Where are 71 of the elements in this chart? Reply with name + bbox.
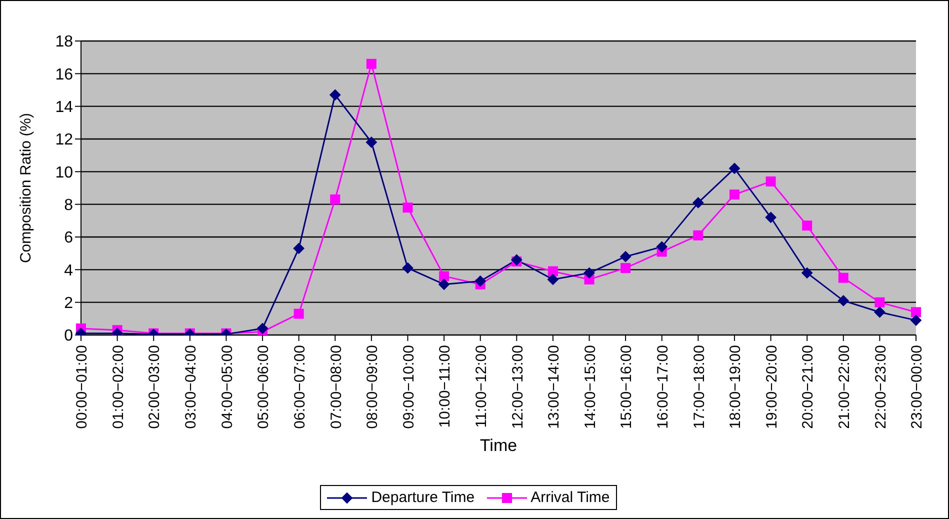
point: [547, 274, 558, 285]
x-tick-label: 11:00−12:00: [473, 345, 490, 428]
x-tick-label: 04:00−05:00: [218, 345, 236, 429]
point: [620, 263, 631, 274]
point: [474, 276, 486, 287]
point: [511, 254, 522, 266]
point: [257, 322, 268, 334]
point: [438, 278, 450, 290]
point: [802, 220, 812, 231]
point: [656, 241, 668, 252]
x-tick-label: 06:00−07:00: [291, 345, 308, 429]
y-tick-label: 8: [64, 197, 74, 214]
y-tick-label: 0: [64, 328, 74, 345]
point: [838, 295, 849, 306]
y-tick-label: 14: [55, 99, 74, 116]
y-axis-title: Composition Ratio (%): [17, 112, 34, 264]
point: [910, 314, 922, 326]
x-tick-label: 12:00−13:00: [509, 345, 526, 429]
point: [728, 162, 740, 174]
point: [692, 197, 704, 208]
point: [366, 136, 377, 148]
point: [584, 267, 595, 278]
y-tick-label: 4: [64, 262, 74, 280]
x-tick-label: 21:00−22:00: [836, 345, 854, 429]
x-tick-label: 08:00−09:00: [364, 345, 382, 429]
y-tick-label: 6: [64, 230, 74, 247]
y-tick-label: 12: [55, 132, 74, 149]
x-tick-label: 09:00−10:00: [400, 345, 418, 429]
point: [620, 251, 632, 262]
point: [874, 297, 885, 308]
x-tick-label: 20:00−21:00: [800, 345, 817, 429]
point: [402, 202, 413, 213]
point: [911, 307, 921, 318]
y-tick-label: 2: [64, 295, 74, 312]
x-tick-label: 19:00−20:00: [763, 345, 780, 429]
x-tick-label: 00:00−01:00: [74, 345, 91, 429]
x-tick-label: 10:00−11:00: [436, 345, 454, 428]
x-tick-label: 01:00−02:00: [110, 345, 127, 429]
x-tick-label: 05:00−06:00: [255, 345, 272, 429]
point: [838, 272, 848, 283]
point: [802, 267, 813, 278]
x-tick-label: 03:00−04:00: [182, 345, 200, 429]
x-tick-label: 14:00−15:00: [582, 345, 599, 429]
x-tick-label: 16:00−17:00: [654, 345, 672, 429]
point: [330, 89, 341, 100]
x-tick-label: 15:00−16:00: [618, 345, 636, 429]
point: [330, 194, 340, 204]
y-tick-label: 10: [55, 164, 74, 182]
x-tick-label: 13:00−14:00: [546, 345, 563, 429]
x-tick-label: 17:00−18:00: [690, 345, 708, 429]
point: [293, 242, 304, 254]
point: [693, 230, 704, 240]
x-axis-title: Time: [480, 436, 518, 455]
point: [766, 176, 776, 186]
legend-label: Arrival Time: [530, 489, 610, 506]
point: [548, 266, 558, 276]
x-tick-label: 22:00−23:00: [872, 345, 890, 429]
point: [294, 308, 304, 319]
x-tick-label: 07:00−08:00: [328, 345, 345, 429]
point: [874, 306, 886, 318]
point: [366, 58, 376, 69]
x-tick-label: 02:00−03:00: [146, 345, 164, 429]
legend-label: Departure Time: [371, 489, 475, 506]
y-tick-label: 18: [55, 34, 74, 51]
point: [402, 262, 414, 274]
point: [439, 271, 450, 282]
point: [765, 212, 776, 223]
x-tick-label: 23:00−00:00: [908, 345, 926, 429]
point: [729, 190, 740, 200]
y-tick-label: 16: [55, 66, 74, 84]
x-tick-label: 18:00−19:00: [727, 345, 744, 429]
